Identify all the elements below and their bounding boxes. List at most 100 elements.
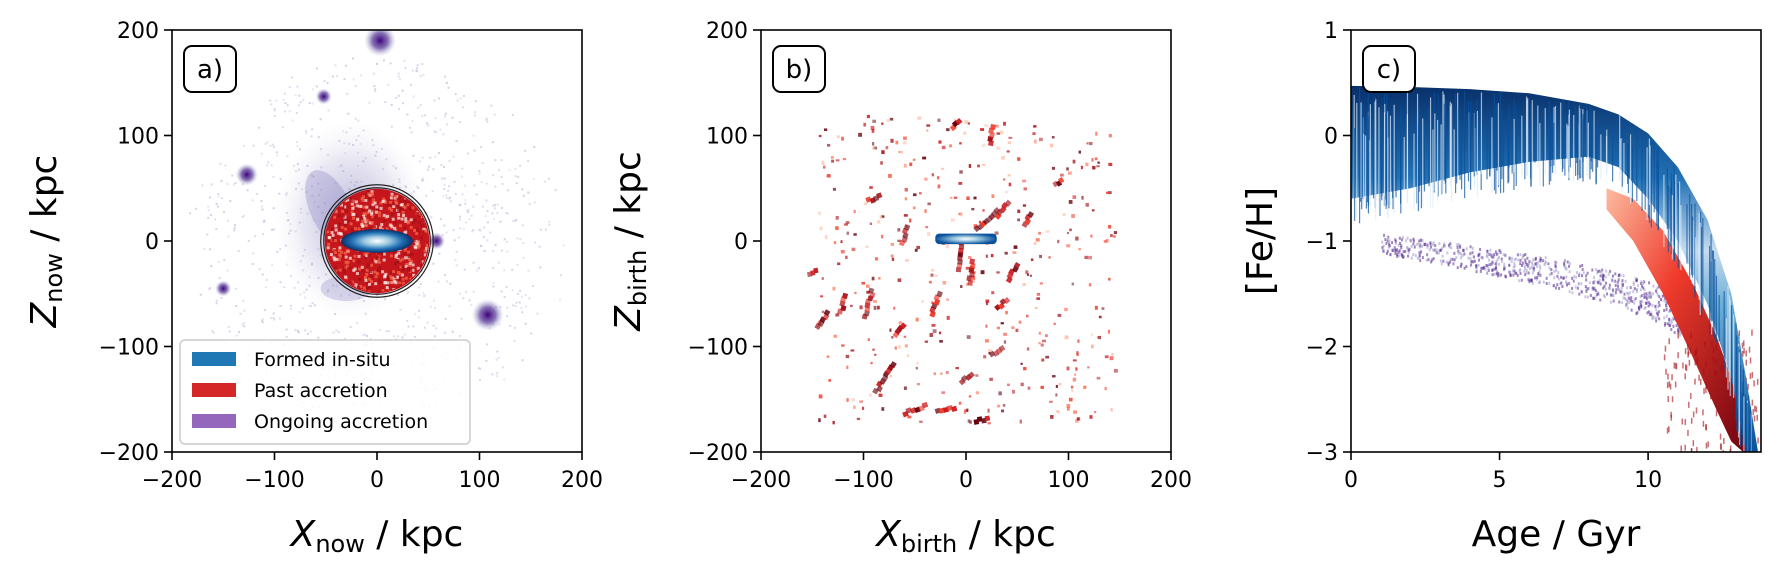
halo-pixel	[374, 90, 377, 93]
accreted-birth-pixel	[941, 391, 946, 394]
halo-pixel	[306, 333, 309, 336]
ongoing-accretion-pixel	[1523, 264, 1526, 268]
halo-pixel	[492, 285, 495, 288]
accreted-birth-pixel	[844, 223, 848, 226]
sphere-pixel	[424, 280, 428, 284]
ongoing-accretion-pixel	[1545, 276, 1548, 280]
halo-pixel	[226, 183, 229, 186]
halo-pixel	[261, 318, 264, 321]
halo-pixel	[505, 211, 508, 214]
ongoing-accretion-pixel	[1654, 316, 1657, 320]
streak-segment	[933, 298, 941, 306]
accreted-birth-pixel	[1105, 238, 1109, 243]
sphere-pixel	[394, 253, 398, 257]
ongoing-accretion-pixel	[1396, 253, 1399, 257]
ongoing-accretion-pixel	[1604, 287, 1607, 291]
accreted-birth-pixel	[958, 401, 962, 405]
halo-pixel	[317, 336, 320, 339]
ongoing-accretion-pixel	[1488, 258, 1491, 262]
past-accretion-pixel	[1684, 444, 1686, 451]
halo-pixel	[270, 103, 273, 106]
halo-pixel	[434, 307, 437, 310]
panel-a-xtick-label: 200	[561, 468, 603, 493]
ongoing-accretion-pixel	[1409, 238, 1412, 242]
halo-pixel	[463, 268, 466, 271]
ongoing-accretion-pixel	[1562, 276, 1565, 280]
sphere-pixel	[417, 243, 421, 247]
sphere-pixel	[396, 260, 400, 264]
halo-pixel	[264, 142, 267, 145]
accreted-birth-pixel	[1076, 352, 1079, 357]
ongoing-accretion-pixel	[1571, 286, 1574, 290]
sphere-pixel	[421, 278, 425, 282]
halo-pixel	[235, 334, 238, 337]
halo-pixel	[455, 250, 458, 253]
ongoing-accretion-pixel	[1655, 308, 1658, 312]
ongoing-accretion-pixel	[1585, 287, 1588, 291]
accreted-birth-pixel	[916, 382, 920, 386]
accreted-birth-pixel	[828, 379, 832, 382]
halo-pixel	[397, 107, 400, 110]
accreted-birth-pixel	[841, 136, 844, 141]
sphere-pixel	[351, 280, 355, 284]
halo-pixel	[227, 325, 230, 328]
past-accretion-pixel	[1694, 359, 1696, 366]
halo-pixel	[243, 322, 246, 325]
sphere-pixel	[422, 229, 426, 233]
past-accretion-pixel	[1698, 374, 1700, 381]
accreted-birth-pixel	[1001, 409, 1005, 413]
halo-pixel	[517, 175, 520, 178]
halo-pixel	[237, 331, 240, 334]
sphere-pixel	[426, 289, 428, 292]
ongoing-accretion-pixel	[1555, 261, 1558, 265]
accreted-birth-pixel	[890, 138, 894, 143]
halo-pixel	[261, 319, 264, 322]
halo-pixel	[332, 75, 335, 78]
streak-segment	[892, 331, 900, 339]
ongoing-accretion-pixel	[1519, 253, 1522, 257]
halo-pixel	[486, 343, 489, 346]
sphere-pixel	[374, 210, 378, 214]
halo-pixel	[478, 228, 481, 231]
ongoing-accretion-pixel	[1580, 290, 1583, 294]
past-accretion-pixel	[1668, 426, 1670, 433]
ongoing-accretion-pixel	[1486, 251, 1489, 255]
accreted-birth-pixel	[919, 420, 923, 423]
accreted-birth-pixel	[932, 329, 937, 334]
accreted-birth-pixel	[821, 277, 824, 280]
halo-pixel	[427, 168, 430, 171]
streak-segment	[823, 309, 831, 317]
accretion-streak	[814, 309, 831, 330]
ongoing-accretion-pixel	[1400, 244, 1403, 248]
ongoing-accretion-pixel	[1624, 279, 1627, 283]
ongoing-accretion-pixel	[1616, 284, 1619, 288]
sphere-pixel	[388, 218, 392, 222]
halo-pixel	[548, 220, 551, 223]
halo-pixel	[406, 292, 409, 295]
ongoing-accretion-pixel	[1568, 290, 1571, 294]
sphere-pixel	[339, 254, 343, 258]
ongoing-accretion-pixel	[1635, 288, 1638, 292]
halo-pixel	[485, 182, 488, 185]
ongoing-accretion-pixel	[1432, 257, 1435, 261]
streak-segment	[896, 324, 904, 332]
sphere-pixel	[351, 229, 355, 233]
sphere-pixel	[414, 239, 418, 243]
accretion-streak	[898, 224, 911, 247]
ongoing-accretion-pixel	[1609, 300, 1612, 304]
ongoing-accretion-pixel	[1463, 252, 1466, 256]
accreted-birth-pixel	[836, 135, 840, 139]
sphere-pixel	[373, 216, 377, 220]
ongoing-accretion-pixel	[1556, 274, 1559, 278]
halo-pixel	[271, 143, 274, 146]
ongoing-accretion-pixel	[1513, 264, 1516, 268]
halo-pixel	[516, 263, 519, 266]
sphere-pixel	[329, 253, 333, 257]
accreted-birth-pixel	[1071, 214, 1075, 219]
ongoing-accretion-pixel	[1574, 285, 1577, 289]
sphere-pixel	[345, 264, 349, 268]
halo-pixel	[415, 69, 418, 72]
halo-pixel	[297, 331, 300, 334]
accreted-birth-pixel	[898, 321, 903, 325]
sphere-pixel	[378, 214, 382, 218]
